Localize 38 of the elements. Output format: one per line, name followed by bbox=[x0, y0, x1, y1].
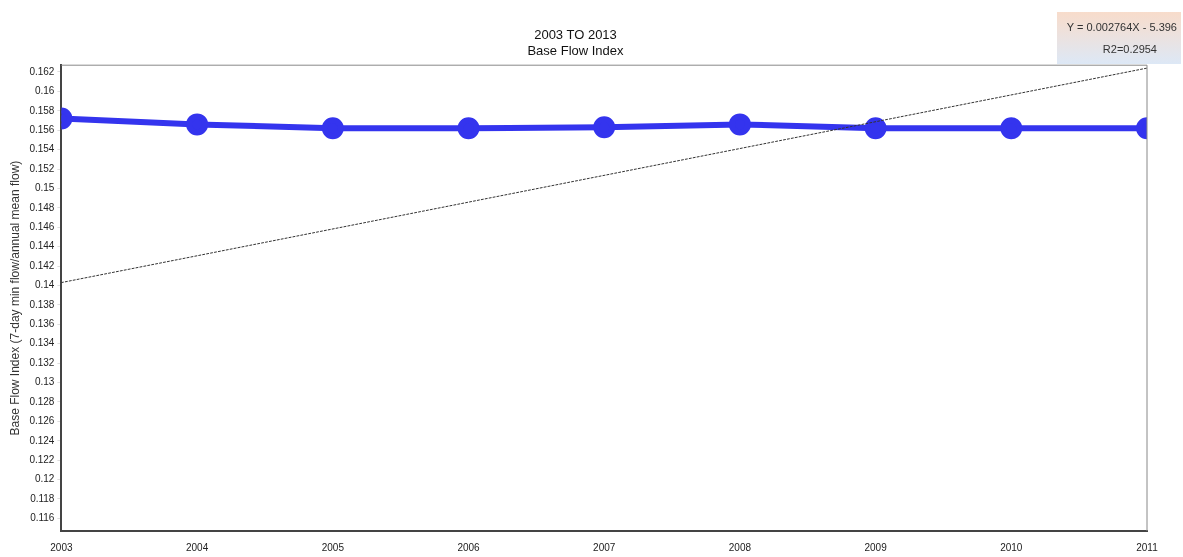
y-tick-label: 0.146 bbox=[29, 221, 55, 233]
x-tick-label: 2006 bbox=[457, 541, 481, 553]
y-tick-label: 0.136 bbox=[29, 318, 55, 330]
y-tick-label: 0.126 bbox=[29, 415, 55, 427]
x-tick-label: 2007 bbox=[593, 541, 616, 553]
x-tick-label: 2003 bbox=[50, 541, 73, 553]
y-tick-label: 0.116 bbox=[30, 512, 55, 524]
y-tick-label: 0.152 bbox=[29, 162, 55, 174]
chart-title: 2003 TO 2013 bbox=[534, 27, 617, 43]
y-tick-label: 0.118 bbox=[30, 492, 55, 504]
y-tick-label: 0.16 bbox=[34, 85, 55, 97]
y-tick-label: 0.128 bbox=[29, 395, 55, 407]
y-tick-label: 0.14 bbox=[34, 279, 55, 291]
y-tick-label: 0.122 bbox=[29, 453, 55, 465]
x-tick-label: 2010 bbox=[1000, 541, 1023, 553]
x-tick-label: 2004 bbox=[186, 541, 209, 553]
x-tick-label: 2008 bbox=[728, 541, 752, 553]
y-tick-label: 0.162 bbox=[29, 65, 55, 77]
y-tick-label: 0.148 bbox=[29, 201, 55, 213]
y-tick-label: 0.144 bbox=[29, 240, 55, 252]
y-tick-label: 0.158 bbox=[29, 104, 55, 116]
y-tick-label: 0.154 bbox=[29, 143, 55, 155]
chart-subtitle: Base Flow Index bbox=[527, 42, 625, 58]
y-tick-label: 0.142 bbox=[29, 259, 55, 271]
y-tick-label: 0.134 bbox=[29, 337, 55, 349]
x-tick-label: 2009 bbox=[864, 541, 888, 553]
y-tick-label: 0.132 bbox=[29, 356, 55, 368]
x-tick-label: 2005 bbox=[321, 541, 345, 553]
y-tick-label: 0.156 bbox=[29, 123, 55, 135]
y-axis-title: Base Flow Index (7-day min flow/annual mean flow) bbox=[7, 160, 22, 436]
text: Y = 0.002764X - 5.396 bbox=[1065, 20, 1177, 35]
x-tick-label: 2011 bbox=[1136, 541, 1159, 553]
y-tick-label: 0.15 bbox=[34, 182, 55, 194]
y-tick-label: 0.138 bbox=[29, 298, 55, 310]
y-tick-label: 0.124 bbox=[29, 434, 55, 446]
y-tick-label: 0.13 bbox=[34, 376, 55, 388]
y-tick-label: 0.12 bbox=[34, 473, 55, 485]
text: R2=0.2954 bbox=[1101, 42, 1158, 57]
